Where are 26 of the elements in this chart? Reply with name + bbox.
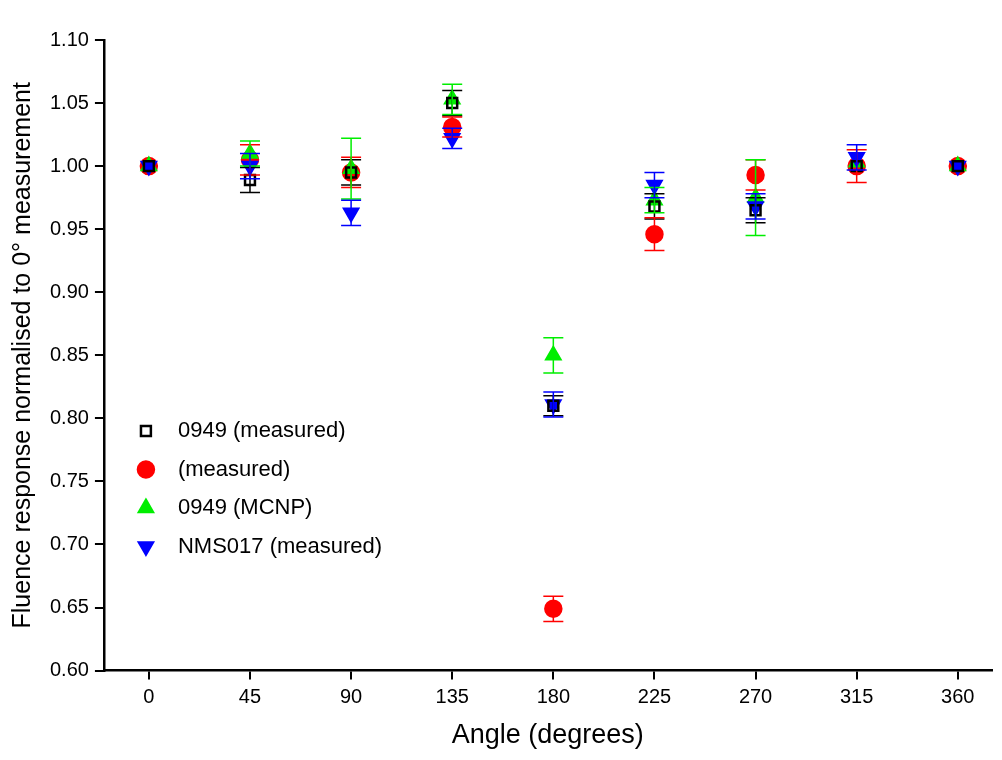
x-tick-label: 315 <box>839 685 874 708</box>
x-tick-label: 0 <box>143 685 155 708</box>
legend-label: NMS017 (measured) <box>177 532 383 558</box>
y-tick-label: 1.00 <box>49 153 89 176</box>
y-tick-label: 0.85 <box>49 342 89 365</box>
legend-label: (measured) <box>177 455 291 481</box>
y-tick-label: 0.80 <box>49 405 89 428</box>
x-tick-label: 225 <box>637 685 672 708</box>
y-tick-label: 1.10 <box>49 27 89 50</box>
legend-label: 0949 (MCNP) <box>177 494 313 520</box>
x-tick-label: 180 <box>536 685 571 708</box>
y-tick-label: 0.75 <box>49 468 89 491</box>
x-tick-label: 135 <box>435 685 469 708</box>
y-tick-label: 0.65 <box>49 595 89 618</box>
x-tick-label: 90 <box>339 685 363 708</box>
y-tick-label: 0.70 <box>49 532 89 554</box>
x-axis-title: Angle (degrees) <box>451 719 644 750</box>
legend-label: 0949 (measured) <box>177 417 346 443</box>
x-tick-label: 360 <box>941 685 975 708</box>
y-tick-label: 0.90 <box>49 279 89 302</box>
x-tick-label: 270 <box>738 685 773 708</box>
y-tick-label: 1.05 <box>49 90 89 113</box>
y-tick-label: 0.95 <box>49 216 89 239</box>
y-tick-label: 0.60 <box>49 658 89 681</box>
y-axis-title: Fluence response normalised to 0° measurement <box>6 82 35 629</box>
x-tick-label: 45 <box>238 685 262 708</box>
